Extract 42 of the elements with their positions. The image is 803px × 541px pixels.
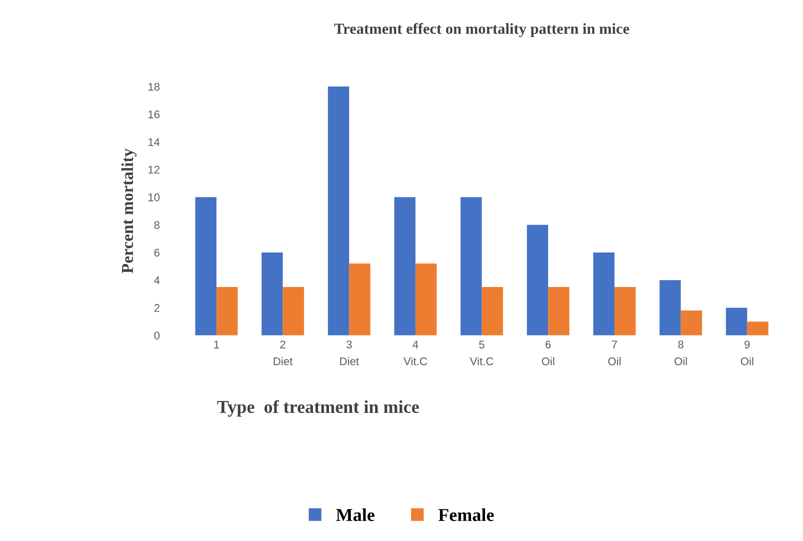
y-tick-label: 8	[154, 221, 160, 229]
x-tick-label: 2 Diet	[274, 340, 293, 366]
x-tick-label: 5 Vit.C	[470, 340, 494, 366]
x-axis-title: Type of treatment in mice	[217, 400, 419, 417]
bar	[614, 287, 636, 336]
x-tick-label: 3 Diet	[340, 340, 359, 366]
x-tick-label: 7 Oil	[608, 340, 621, 366]
bar	[394, 197, 416, 336]
y-tick-label: 16	[148, 110, 160, 118]
x-tick-label: 8 Oil	[674, 340, 687, 366]
legend-label: Male	[336, 508, 374, 522]
bar	[726, 308, 748, 336]
bar	[680, 310, 702, 336]
bar	[747, 322, 768, 336]
y-tick-label: 10	[148, 193, 160, 202]
bar	[548, 287, 570, 336]
y-tick-label: 4	[154, 276, 160, 284]
bar	[328, 86, 350, 336]
bar	[482, 287, 504, 336]
y-tick-label: 2	[154, 304, 160, 312]
x-tick-label: 9 Oil	[740, 340, 754, 366]
bar	[415, 264, 437, 336]
y-tick-label: 12	[148, 166, 160, 174]
bar	[262, 252, 283, 336]
x-tick-label: 4 Vit.C	[404, 340, 427, 366]
x-tick-label: 6 Oil	[542, 340, 554, 366]
bar	[195, 197, 216, 336]
bar	[282, 287, 304, 336]
bar	[349, 264, 370, 336]
y-axis-title: Percent mortality	[121, 148, 137, 274]
y-tick-label: 14	[148, 138, 160, 146]
bar	[593, 252, 614, 336]
legend-label: Female	[438, 508, 494, 522]
y-tick-label: 18	[148, 82, 160, 91]
bar	[660, 280, 681, 336]
y-tick-label: 6	[154, 248, 160, 257]
bar	[460, 197, 482, 336]
x-tick-label: 1	[214, 340, 220, 348]
y-tick-label: 0	[154, 332, 160, 340]
chart-title: Treatment effect on mortality pattern in mice	[334, 23, 630, 38]
bar	[526, 224, 548, 336]
bar	[216, 287, 238, 336]
